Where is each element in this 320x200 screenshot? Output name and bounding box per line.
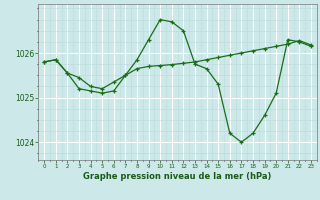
X-axis label: Graphe pression niveau de la mer (hPa): Graphe pression niveau de la mer (hPa) (84, 172, 272, 181)
